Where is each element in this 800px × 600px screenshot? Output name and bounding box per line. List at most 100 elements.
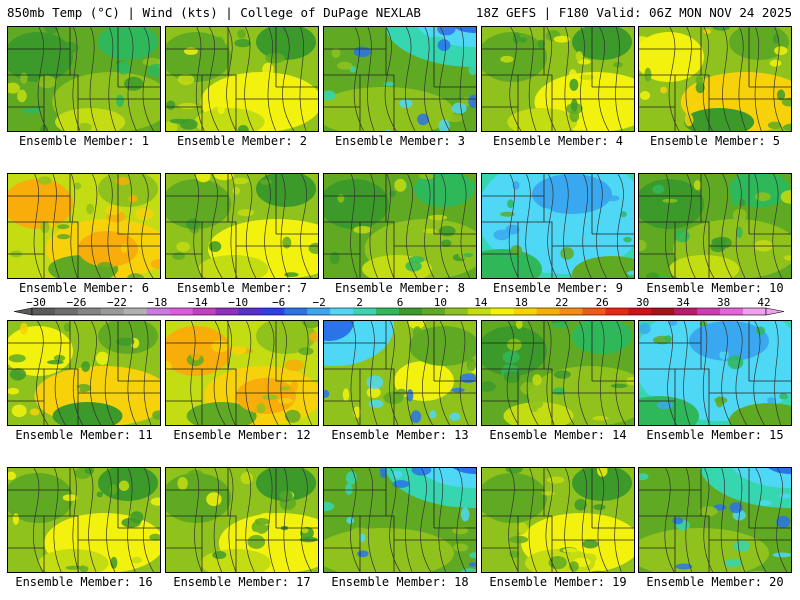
contour-line <box>668 27 680 131</box>
field-speckle <box>468 63 476 76</box>
field-speckle <box>784 255 791 261</box>
scale-tick-label: 22 <box>555 296 569 309</box>
field-speckle <box>38 176 52 185</box>
field-speckle <box>213 36 225 48</box>
contour-line <box>667 321 677 425</box>
ensemble-member-label: Ensemble Member: 17 <box>173 575 311 589</box>
contour-line <box>754 468 767 572</box>
contour-line <box>738 27 747 131</box>
state-border <box>166 515 237 540</box>
contour-line <box>230 174 238 278</box>
field-speckle <box>8 387 20 395</box>
field-speckle <box>520 382 537 395</box>
temperature-field-svg <box>482 468 634 572</box>
contour-line <box>213 321 226 425</box>
field-speckle <box>237 29 247 39</box>
scale-tick-label: 6 <box>396 296 404 309</box>
scale-tick-label: −26 <box>66 296 87 309</box>
field-speckle <box>553 370 571 379</box>
field-zone <box>409 326 476 366</box>
field-speckle <box>712 27 730 31</box>
field-speckle <box>590 570 606 572</box>
field-speckle <box>468 94 476 108</box>
field-speckle <box>234 39 251 48</box>
contour-line <box>54 27 65 131</box>
scale-arrow-left <box>13 307 33 316</box>
contour-line <box>267 321 279 425</box>
field-speckle <box>451 387 465 393</box>
field-speckle <box>190 347 201 361</box>
field-speckle <box>453 543 469 552</box>
contour-line <box>597 468 609 572</box>
field-speckle <box>469 552 476 559</box>
field-speckle <box>444 114 464 123</box>
field-speckle <box>573 129 589 131</box>
contour-line <box>280 321 292 425</box>
field-speckle <box>664 335 672 342</box>
contour-line <box>36 321 49 425</box>
field-zone <box>732 468 791 488</box>
field-speckle <box>730 193 741 207</box>
field-speckle <box>345 483 353 495</box>
field-speckle <box>290 380 299 392</box>
state-border <box>324 368 395 393</box>
contour-line <box>89 27 98 131</box>
contour-line <box>600 321 608 425</box>
field-speckle <box>570 98 578 112</box>
state-border <box>639 221 710 246</box>
contour-line <box>581 468 591 572</box>
field-speckle <box>59 41 79 54</box>
field-speckle <box>197 62 211 72</box>
field-speckle <box>79 564 89 572</box>
field-speckle <box>505 224 520 235</box>
field-zone <box>639 32 704 82</box>
contour-line <box>406 321 414 425</box>
field-speckle <box>84 468 95 475</box>
field-speckle <box>260 179 272 185</box>
field-speckle <box>277 398 293 404</box>
field-zone <box>572 27 632 60</box>
state-border <box>324 74 395 99</box>
contour-line <box>127 27 138 131</box>
field-zone <box>684 108 755 131</box>
contour-line <box>525 174 535 278</box>
field-speckle <box>693 180 701 191</box>
contour-line <box>37 27 49 131</box>
field-speckle <box>357 550 369 558</box>
field-speckle <box>80 556 97 567</box>
state-border <box>482 368 553 393</box>
field-speckle <box>560 247 574 260</box>
field-speckle <box>582 264 598 276</box>
field-speckle <box>568 69 577 82</box>
ensemble-member-label: Ensemble Member: 11 <box>15 428 153 442</box>
field-zone <box>324 528 454 572</box>
contour-line <box>384 27 397 131</box>
ensemble-member-label: Ensemble Member: 14 <box>489 428 627 442</box>
field-speckle <box>342 388 350 402</box>
contour-line <box>405 468 413 572</box>
header-title: 850mb Temp (°C) | Wind (kts) | College o… <box>7 5 421 20</box>
contour-line <box>664 468 675 572</box>
contour-line <box>753 321 766 425</box>
ensemble-map <box>323 320 477 426</box>
ensemble-map <box>638 26 792 132</box>
ensemble-map <box>481 26 635 132</box>
scale-swatch <box>674 308 698 315</box>
field-speckle <box>366 387 381 398</box>
ensemble-member-label: Ensemble Member: 8 <box>334 281 466 295</box>
contour-line <box>685 174 696 278</box>
scale-swatch <box>536 308 560 315</box>
field-speckle <box>482 381 496 392</box>
field-speckle <box>733 540 750 552</box>
ensemble-map <box>7 26 161 132</box>
field-speckle <box>606 195 620 202</box>
field-speckle <box>131 556 142 564</box>
field-zone <box>8 473 73 523</box>
field-speckle <box>703 29 712 34</box>
field-speckle <box>552 387 566 396</box>
temperature-field-svg <box>8 321 160 425</box>
field-speckle <box>727 355 744 370</box>
field-speckle <box>214 174 234 181</box>
ensemble-map <box>7 320 161 426</box>
field-speckle <box>627 270 634 276</box>
